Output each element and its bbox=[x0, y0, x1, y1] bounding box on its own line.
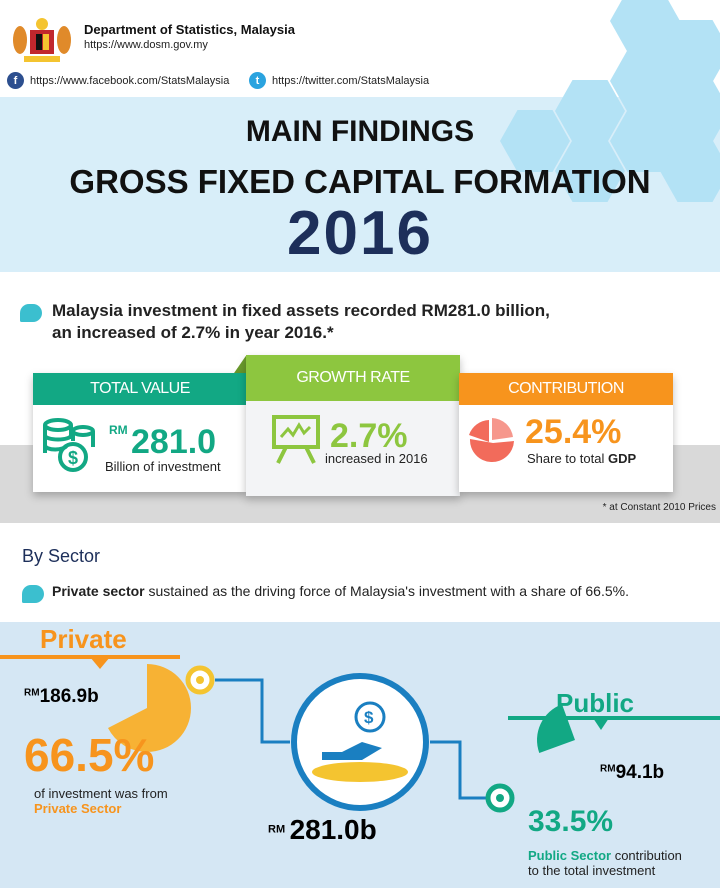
twitter-url[interactable]: https://twitter.com/StatsMalaysia bbox=[272, 74, 430, 87]
presentation-chart-icon bbox=[272, 415, 322, 470]
currency-prefix: RM bbox=[109, 423, 128, 437]
investment-hand-icon bbox=[291, 673, 429, 811]
svg-text:$: $ bbox=[68, 448, 78, 468]
card-contribution: CONTRIBUTION 25.4% Share to total GDP bbox=[459, 373, 673, 492]
pie-chart-icon bbox=[467, 415, 517, 470]
private-share: 66.5% bbox=[24, 729, 155, 781]
intro-text: Malaysia investment in fixed assets reco… bbox=[52, 301, 550, 342]
sector-connectors: $ bbox=[0, 655, 720, 813]
dosm-crest-logo bbox=[12, 14, 72, 64]
twitter-link[interactable]: t https://twitter.com/StatsMalaysia bbox=[249, 72, 429, 89]
by-sector-heading: By Sector bbox=[22, 546, 101, 566]
org-name: Department of Statistics, Malaysia bbox=[84, 22, 295, 37]
title-year: 2016 bbox=[287, 199, 433, 268]
public-share-pie bbox=[537, 704, 575, 753]
title-main-findings: MAIN FINDINGS bbox=[245, 115, 475, 148]
bullet-icon bbox=[22, 585, 44, 603]
coins-dollar-icon: $ bbox=[41, 417, 96, 478]
card-growth-rate: GROWTH RATE 2.7% increased in 2016 bbox=[246, 355, 460, 496]
total-value: 281.0 bbox=[131, 423, 217, 461]
private-label: Private bbox=[40, 624, 127, 654]
growth-caption: increased in 2016 bbox=[325, 451, 428, 466]
facebook-link[interactable]: f https://www.facebook.com/StatsMalaysia bbox=[7, 72, 229, 89]
private-share-pie bbox=[108, 664, 191, 752]
total-amount: RM 281.0b bbox=[268, 814, 377, 845]
growth-value: 2.7% bbox=[330, 417, 408, 455]
contribution-caption: Share to total GDP bbox=[527, 451, 637, 466]
public-desc: Public Sector contribution to the total i… bbox=[528, 848, 682, 878]
card-title: CONTRIBUTION bbox=[459, 373, 673, 405]
facebook-url[interactable]: https://www.facebook.com/StatsMalaysia bbox=[30, 74, 230, 87]
card-total-value: TOTAL VALUE $ RM 281.0 Billion of invest… bbox=[33, 373, 247, 492]
public-label: Public bbox=[556, 688, 635, 718]
title-gfcf: GROSS FIXED CAPITAL FORMATION bbox=[69, 163, 651, 200]
private-amount: RM186.9b bbox=[24, 686, 99, 707]
org-url[interactable]: https://www.dosm.gov.my bbox=[84, 39, 208, 51]
footnote: * at Constant 2010 Prices bbox=[602, 502, 716, 513]
public-amount: RM94.1b bbox=[600, 762, 665, 783]
total-caption: Billion of investment bbox=[105, 459, 221, 474]
public-share: 33.5% bbox=[528, 805, 614, 838]
private-desc: of investment was from Private Sector bbox=[34, 786, 168, 816]
twitter-icon: t bbox=[249, 72, 266, 89]
bullet-icon bbox=[20, 304, 42, 322]
contribution-value: 25.4% bbox=[525, 413, 622, 451]
svg-text:$: $ bbox=[364, 708, 374, 727]
card-title: TOTAL VALUE bbox=[33, 373, 247, 405]
card-title: GROWTH RATE bbox=[246, 355, 460, 401]
facebook-icon: f bbox=[7, 72, 24, 89]
sector-text: Private sector sustained as the driving … bbox=[52, 583, 629, 599]
